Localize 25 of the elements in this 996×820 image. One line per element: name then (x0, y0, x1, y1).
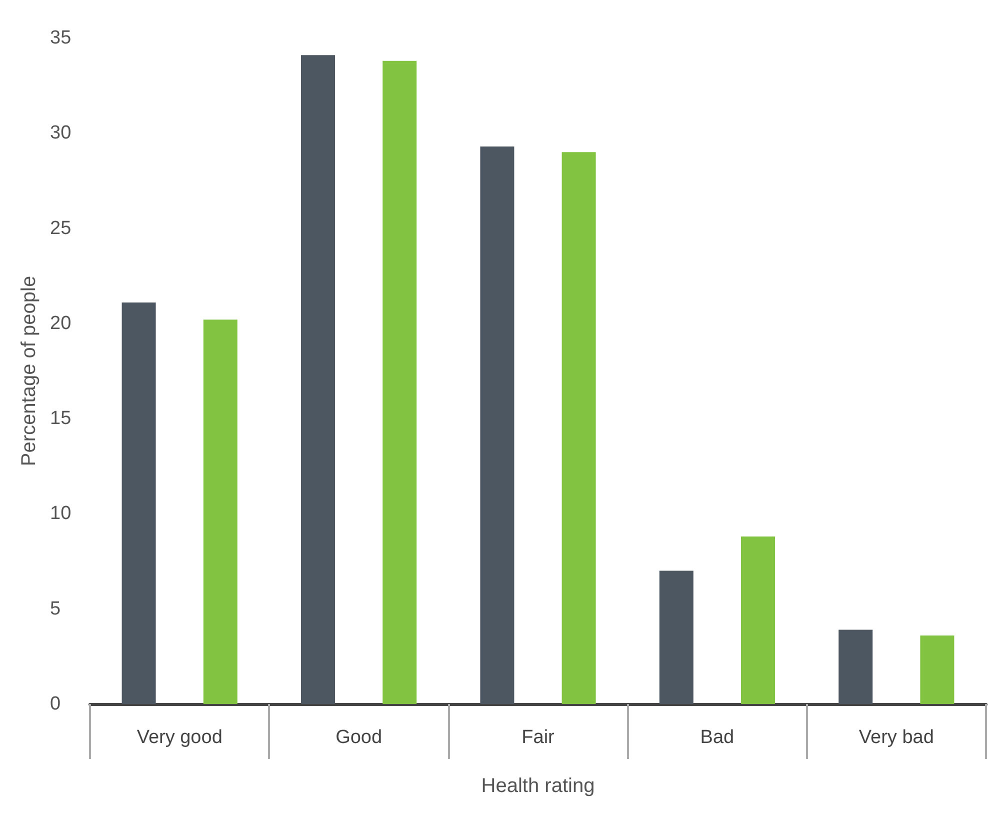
y-tick-label: 35 (50, 28, 72, 48)
x-tick-label: Bad (700, 727, 734, 748)
bar (838, 630, 873, 704)
bar (382, 60, 417, 704)
x-tick-label: Fair (522, 727, 556, 748)
bar (562, 152, 596, 704)
y-tick-label: 15 (50, 408, 72, 430)
bar (203, 320, 238, 704)
bar (122, 302, 156, 704)
x-tick-label: Very bad (858, 727, 934, 748)
bar (920, 635, 954, 704)
x-tick-label: Very good (136, 727, 222, 748)
x-tick-label: Good (336, 727, 382, 748)
bar (659, 570, 694, 704)
y-tick-label: 25 (50, 218, 72, 239)
bar (301, 55, 335, 704)
x-axis-title: Health rating (481, 775, 595, 797)
y-tick-label: 30 (50, 122, 72, 144)
y-tick-label: 5 (50, 598, 61, 620)
y-tick-label: 10 (50, 503, 72, 524)
y-tick-label: 0 (50, 694, 61, 714)
y-axis-title: Percentage of people (18, 276, 40, 466)
y-tick-label: 20 (50, 312, 72, 334)
bar (741, 536, 775, 704)
bar (480, 146, 514, 704)
